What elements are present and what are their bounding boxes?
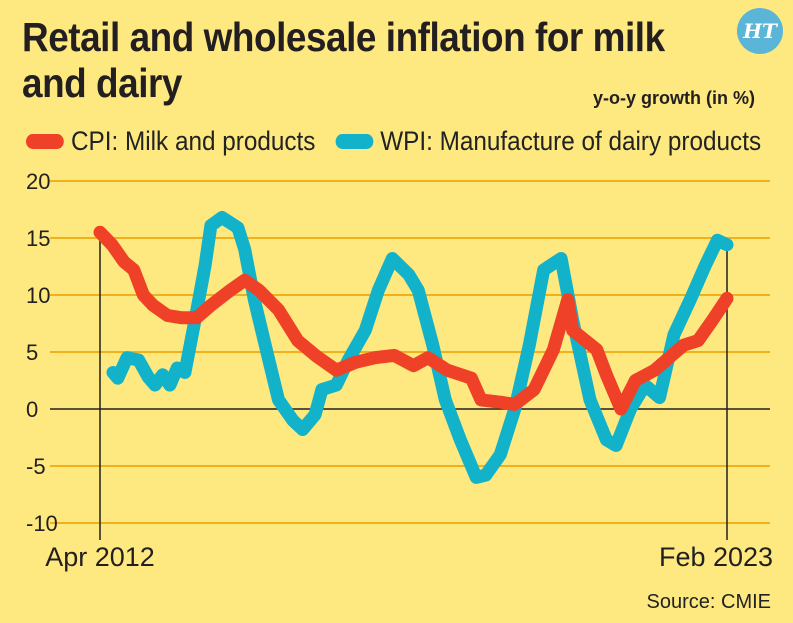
series-line-wpi bbox=[106, 211, 734, 484]
y-tick-label: 10 bbox=[26, 283, 50, 308]
legend-item-wpi: WPI: Manufacture of dairy products bbox=[335, 126, 761, 157]
ht-logo: HT bbox=[737, 8, 783, 54]
chart-title: Retail and wholesale inflation for milk … bbox=[22, 14, 665, 106]
y-tick-label: -5 bbox=[26, 454, 46, 479]
y-tick-label: 5 bbox=[26, 340, 38, 365]
legend-item-cpi: CPI: Milk and products bbox=[26, 126, 315, 157]
series-line-cpi bbox=[93, 225, 734, 416]
y-tick-label: -10 bbox=[26, 511, 58, 536]
legend: CPI: Milk and products WPI: Manufacture … bbox=[26, 126, 781, 157]
legend-label-wpi: WPI: Manufacture of dairy products bbox=[380, 126, 762, 156]
x-tick-label-start: Apr 2012 bbox=[45, 542, 155, 572]
x-tick-label-end: Feb 2023 bbox=[659, 542, 773, 572]
y-tick-label: 20 bbox=[26, 169, 50, 194]
y-tick-label: 0 bbox=[26, 397, 38, 422]
legend-swatch-cpi bbox=[26, 134, 64, 149]
source-note: Source: CMIE bbox=[646, 591, 771, 613]
chart-subtitle: y-o-y growth (in %) bbox=[593, 88, 755, 108]
legend-swatch-wpi bbox=[335, 134, 374, 149]
legend-label-cpi: CPI: Milk and products bbox=[71, 126, 316, 156]
y-tick-label: 15 bbox=[26, 226, 50, 251]
